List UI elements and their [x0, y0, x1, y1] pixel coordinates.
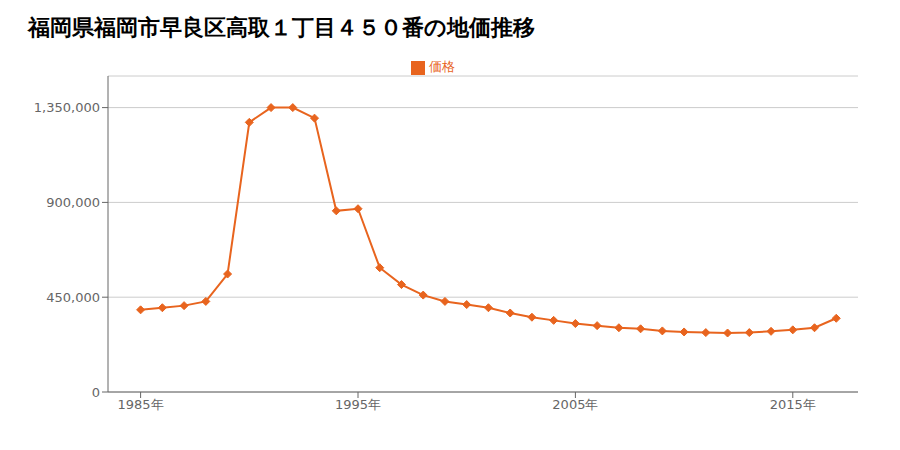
- svg-text:2015年: 2015年: [770, 397, 816, 412]
- svg-text:900,000: 900,000: [46, 195, 100, 210]
- svg-text:450,000: 450,000: [46, 290, 100, 305]
- svg-text:1995年: 1995年: [335, 397, 381, 412]
- svg-text:0: 0: [92, 385, 100, 400]
- html-text:福岡県福岡市早良区高取１丁目４５０番の地価推移: 福岡県福岡市早良区高取１丁目４５０番の地価推移: [28, 15, 535, 40]
- html-text:価格: 価格: [429, 59, 455, 74]
- svg-text:1,350,000: 1,350,000: [34, 100, 100, 115]
- svg-text:2005年: 2005年: [552, 397, 598, 412]
- svg-text:1985年: 1985年: [118, 397, 164, 412]
